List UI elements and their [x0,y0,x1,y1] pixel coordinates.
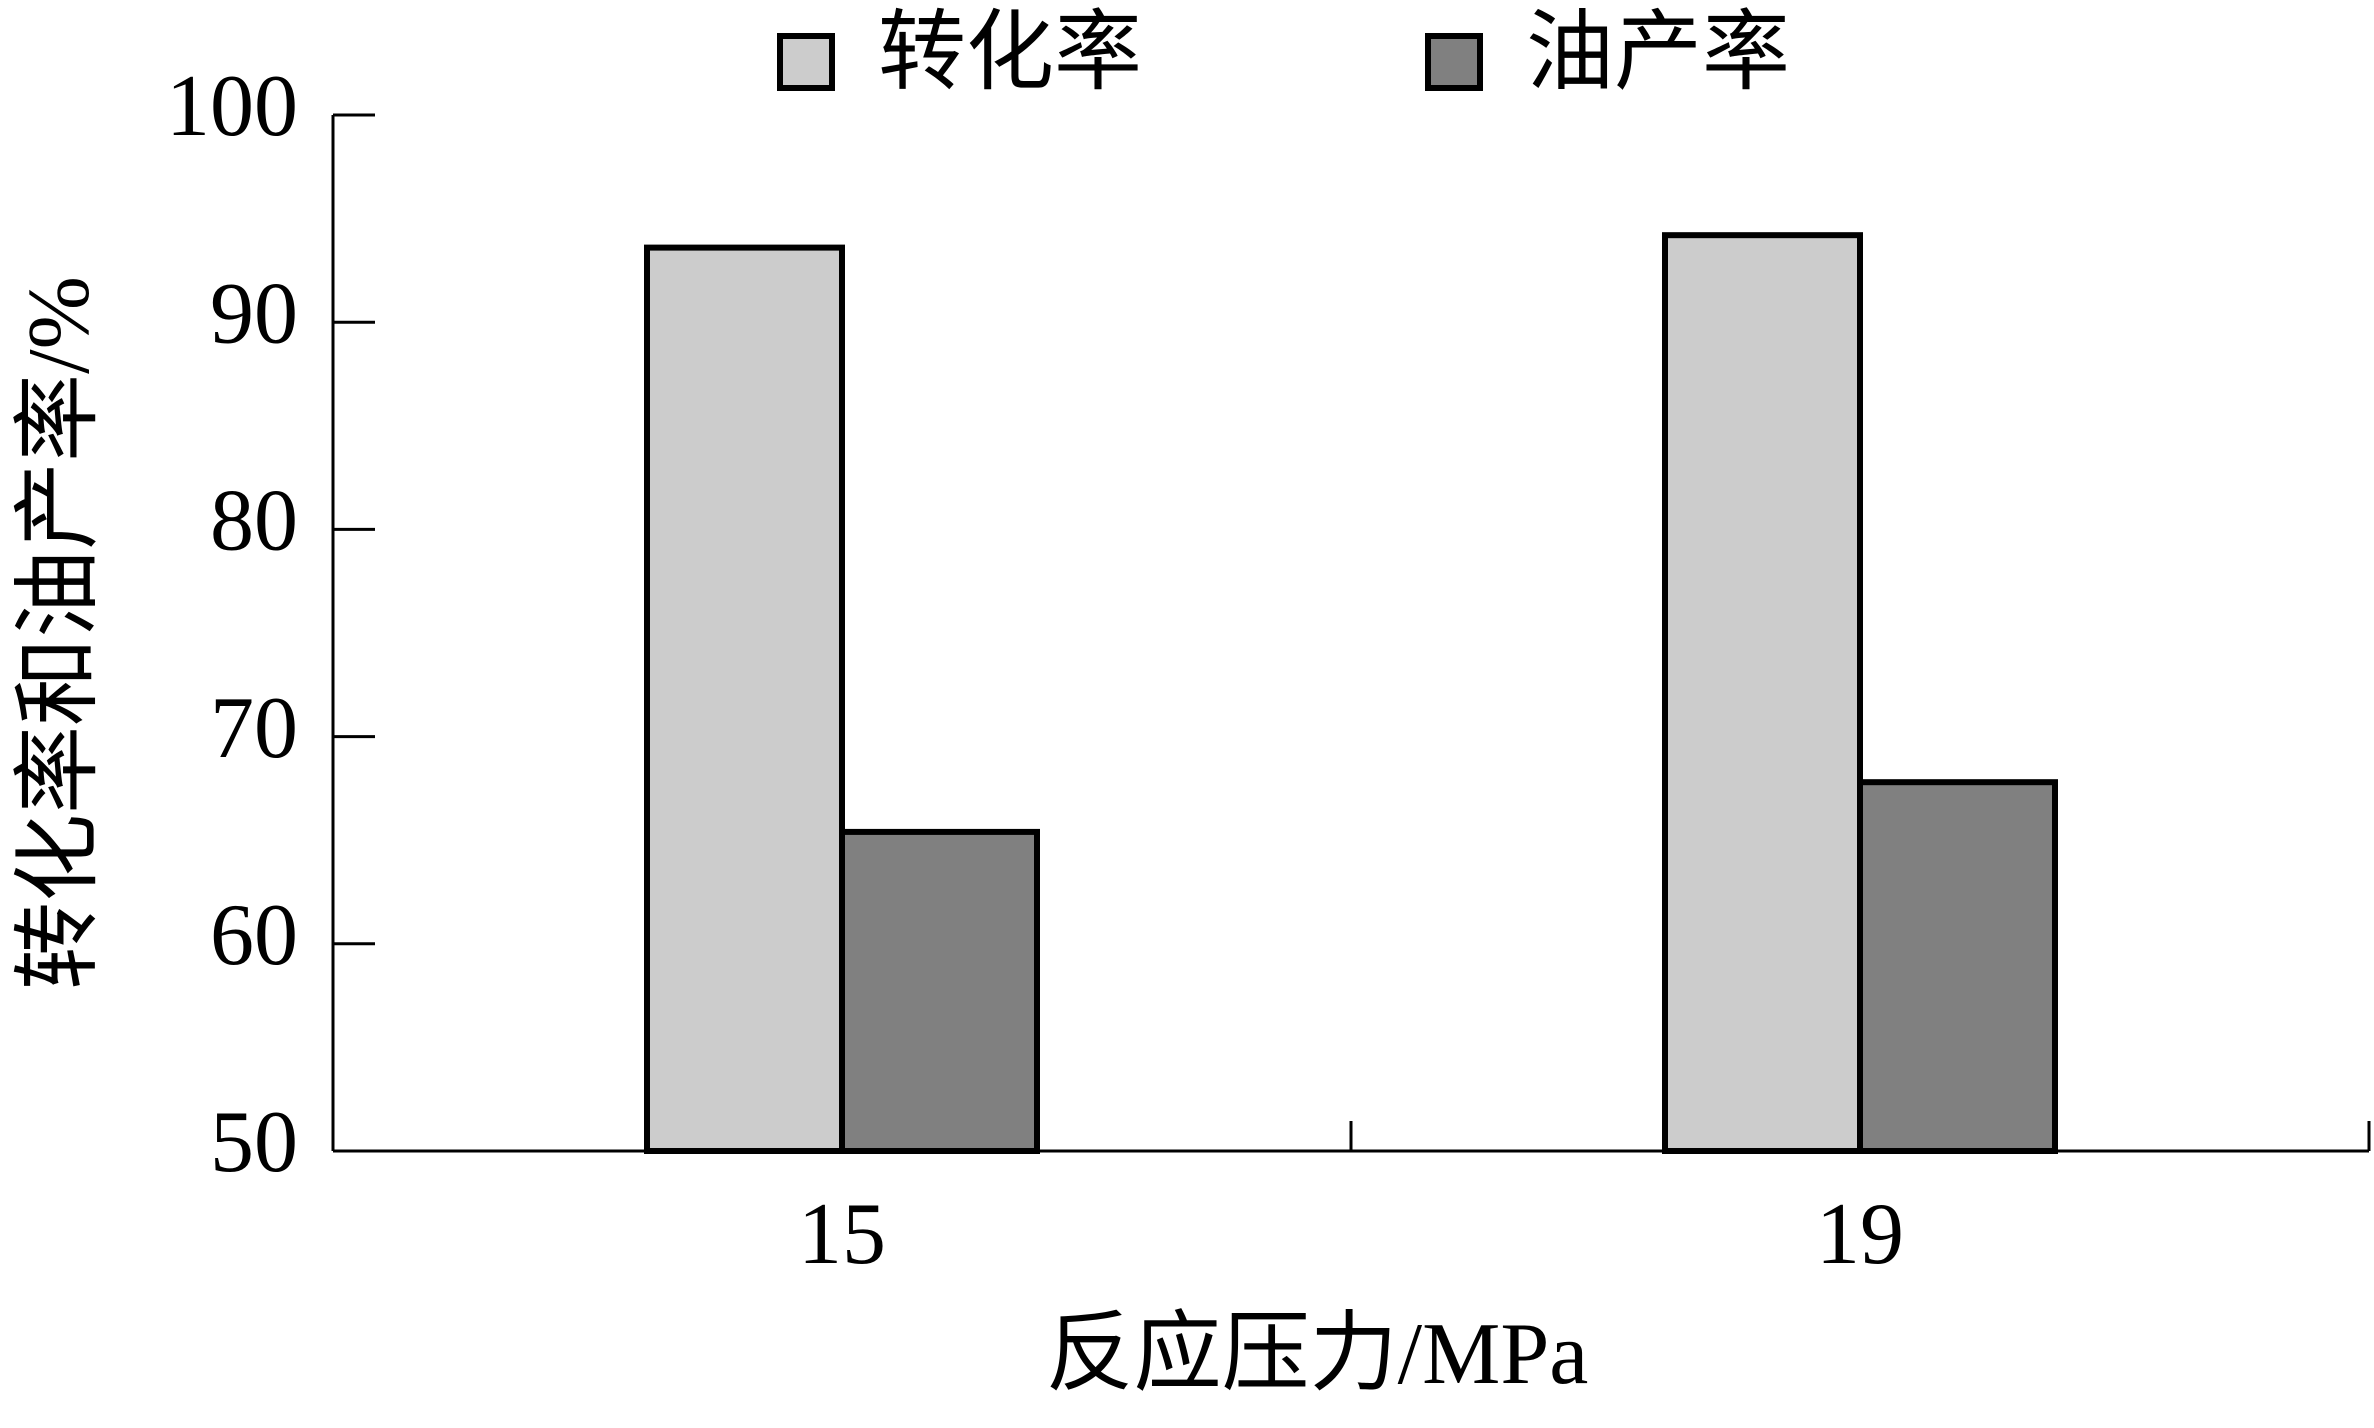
bar [644,244,845,1155]
y-tick-label: 50 [210,1094,298,1191]
bar [1857,779,2058,1155]
y-tick-label: 70 [210,680,298,777]
y-tick-label: 90 [210,265,298,362]
y-tick-label: 80 [210,473,298,570]
x-tick-label: 19 [1816,1186,1904,1283]
legend-swatch [777,33,835,91]
y-axis-title: 转化率和油产率/% [11,276,108,990]
x-axis-title: 反应压力/MPa [1046,1306,1589,1403]
legend-swatch [1425,33,1483,91]
y-tick-label: 60 [210,887,298,984]
x-tick-label: 15 [798,1186,886,1283]
legend-label: 转化率 [878,5,1142,102]
legend-label: 油产率 [1526,5,1790,102]
bar [1662,232,1863,1154]
bar [839,828,1040,1154]
y-tick-label: 100 [166,58,298,155]
